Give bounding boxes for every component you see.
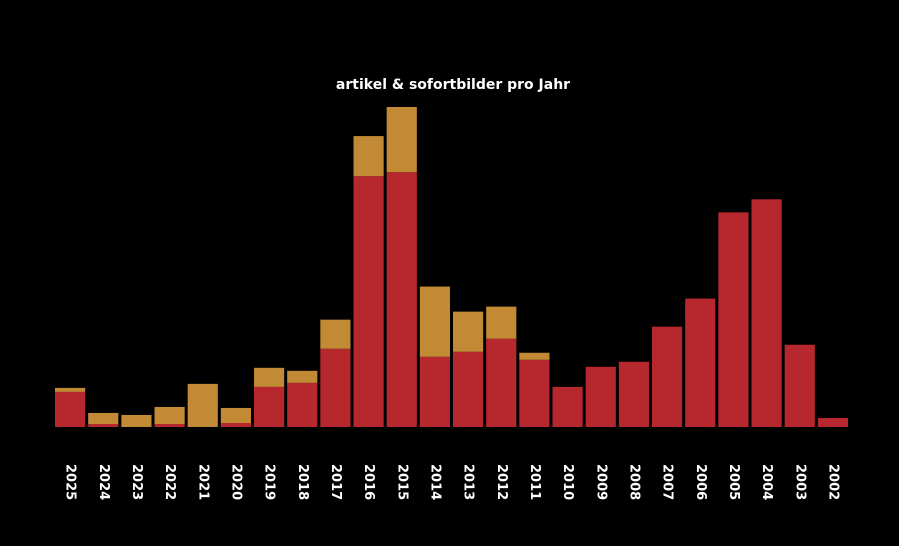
x-tick-label-2004: 2004 — [759, 464, 774, 500]
x-tick-label-2020: 2020 — [228, 464, 243, 500]
bar-secondary-2013 — [453, 311, 484, 352]
x-tick-label-2003: 2003 — [792, 464, 807, 500]
bar-primary-2014 — [419, 356, 450, 427]
bar-secondary-2022 — [154, 406, 185, 424]
bar-secondary-2016 — [353, 136, 384, 177]
x-tick-label-2023: 2023 — [129, 464, 144, 500]
bar-primary-2016 — [353, 176, 384, 427]
x-tick-label-2021: 2021 — [195, 464, 210, 500]
bar-secondary-2020 — [220, 407, 251, 423]
bar-secondary-2011 — [519, 352, 550, 360]
bar-primary-2024 — [88, 423, 119, 427]
bar-primary-2004 — [751, 199, 782, 427]
bar-primary-2009 — [585, 366, 616, 427]
x-tick-label-2009: 2009 — [593, 464, 608, 500]
x-tick-label-2014: 2014 — [427, 464, 442, 500]
x-tick-label-2016: 2016 — [361, 464, 376, 500]
bar-primary-2010 — [552, 386, 583, 427]
bar-primary-2002 — [817, 417, 848, 427]
bar-primary-2025 — [55, 391, 86, 427]
bar-primary-2006 — [685, 298, 716, 427]
bar-primary-2013 — [453, 351, 484, 427]
bar-primary-2012 — [486, 338, 517, 427]
x-tick-labels: 2025 2024 2023 2022 2021 2020 2019 2018 2017 2016… — [63, 464, 841, 500]
x-tick-label-2019: 2019 — [262, 464, 277, 500]
x-tick-label-2017: 2017 — [328, 464, 343, 500]
x-tick-label-2015: 2015 — [394, 464, 409, 500]
x-tick-label-2006: 2006 — [693, 464, 708, 500]
bar-secondary-2018 — [287, 370, 318, 383]
bar-primary-2005 — [718, 212, 749, 427]
x-tick-label-2012: 2012 — [494, 464, 509, 500]
bar-primary-2011 — [519, 359, 550, 427]
bar-secondary-2024 — [88, 412, 119, 424]
x-tick-label-2008: 2008 — [626, 464, 641, 500]
bar-primary-2018 — [287, 382, 318, 427]
x-tick-label-2018: 2018 — [295, 464, 310, 500]
x-tick-label-2011: 2011 — [527, 464, 542, 500]
bar-secondary-2012 — [486, 306, 517, 339]
x-tick-label-2005: 2005 — [726, 464, 741, 500]
bar-secondary-2017 — [320, 319, 351, 349]
x-tick-label-2013: 2013 — [461, 464, 476, 500]
bar-primary-2020 — [220, 422, 251, 427]
bar-primary-2007 — [652, 326, 683, 427]
bar-primary-2022 — [154, 423, 185, 427]
x-tick-label-2002: 2002 — [825, 464, 840, 500]
x-tick-label-2025: 2025 — [63, 464, 78, 500]
x-tick-label-2010: 2010 — [560, 464, 575, 500]
x-tick-label-2007: 2007 — [660, 464, 675, 500]
bar-secondary-2015 — [386, 107, 417, 173]
chart-title: artikel & sofortbilder pro Jahr — [336, 77, 570, 93]
x-tick-label-2022: 2022 — [162, 464, 177, 500]
bar-primary-2008 — [618, 361, 649, 427]
bar-primary-2015 — [386, 172, 417, 427]
bar-primary-2017 — [320, 348, 351, 427]
bar-primary-2003 — [784, 344, 815, 427]
bar-secondary-2019 — [254, 367, 285, 387]
bar-secondary-2014 — [419, 286, 450, 357]
bar-secondary-2023 — [121, 414, 152, 427]
bar-primary-2019 — [254, 386, 285, 427]
x-tick-label-2024: 2024 — [96, 464, 111, 500]
bars-group — [55, 107, 848, 427]
bar-secondary-2021 — [187, 383, 218, 427]
bar-secondary-2025 — [55, 387, 86, 392]
